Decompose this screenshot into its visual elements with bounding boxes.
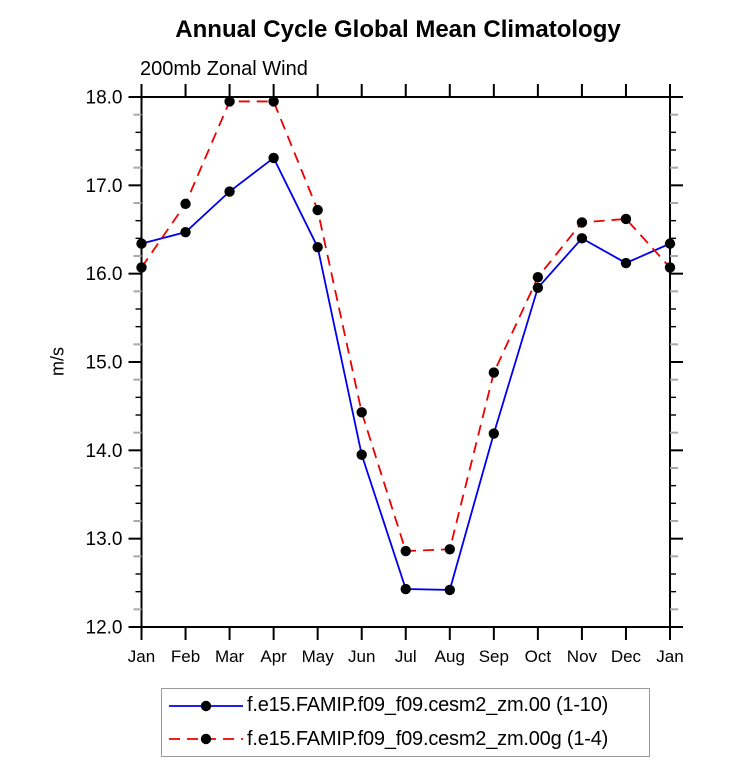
data-point-marker (356, 449, 367, 460)
chart-title: Annual Cycle Global Mean Climatology (175, 16, 621, 43)
chart-subtitle: 200mb Zonal Wind (140, 58, 308, 80)
data-point-marker (488, 367, 500, 378)
legend-label-series-2: f.e15.FAMIP.f09_f09.cesm2_zm.00g (1-4) (247, 727, 609, 750)
x-tick-label: Oct (525, 647, 552, 666)
x-tick-label: Feb (171, 647, 200, 666)
legend-marker-dot-icon (200, 700, 212, 711)
data-point-marker (224, 96, 235, 107)
legend-line-dashed-icon (169, 734, 243, 745)
x-tick-label: Jan (128, 647, 155, 666)
data-point-marker (664, 262, 676, 273)
x-tick-label: Mar (215, 647, 245, 666)
x-tick-label: Sep (479, 647, 509, 666)
data-point-marker (488, 428, 500, 439)
series-line-2 (140, 100, 671, 552)
data-point-marker (664, 238, 676, 249)
data-point-marker (180, 198, 191, 210)
data-point-marker (620, 257, 632, 269)
data-point-marker (136, 262, 147, 273)
y-tick-label: 16.0 (86, 264, 123, 285)
data-point-marker (136, 238, 147, 249)
data-point-marker (576, 233, 588, 244)
legend-label-series-1: f.e15.FAMIP.f09_f09.cesm2_zm.00 (1-10) (247, 694, 609, 717)
x-tick-label: Jul (395, 647, 417, 666)
data-point-marker (444, 544, 455, 555)
data-point-marker (268, 96, 279, 107)
y-tick-label: 13.0 (86, 529, 123, 550)
legend-line-solid-icon (169, 700, 243, 711)
data-point-marker (400, 583, 411, 595)
x-tick-label: May (302, 647, 335, 666)
x-tick-label: Aug (435, 647, 465, 666)
data-point-marker (620, 213, 632, 225)
data-point-marker (312, 204, 323, 216)
data-point-marker (312, 241, 323, 253)
data-point-marker (356, 407, 367, 418)
x-tick-label: Nov (567, 647, 598, 666)
data-point-marker (268, 152, 279, 164)
y-tick-label: 18.0 (86, 88, 123, 109)
data-point-marker (224, 186, 235, 197)
x-tick-label: Jun (348, 647, 375, 666)
data-point-marker (576, 217, 588, 228)
y-tick-label: 14.0 (86, 441, 123, 462)
x-tick-label: Dec (611, 647, 642, 666)
legend-item-series-2: f.e15.FAMIP.f09_f09.cesm2_zm.00g (1-4) (162, 724, 649, 754)
y-tick-label: 12.0 (86, 618, 123, 639)
data-point-marker (532, 272, 544, 283)
x-tick-label: Apr (260, 647, 287, 666)
x-tick-label: Jan (656, 647, 683, 666)
legend-item-series-1: f.e15.FAMIP.f09_f09.cesm2_zm.00 (1-10) (162, 691, 649, 721)
data-point-marker (400, 545, 411, 557)
series-line-1 (141, 156, 671, 591)
legend-box: f.e15.FAMIP.f09_f09.cesm2_zm.00 (1-10) f… (161, 688, 650, 757)
data-point-marker (180, 226, 191, 238)
legend-marker-dot-icon (200, 734, 212, 745)
data-point-marker (444, 584, 455, 596)
y-tick-label: 15.0 (86, 353, 123, 374)
data-point-marker (532, 282, 544, 293)
y-tick-label: 17.0 (86, 176, 123, 197)
